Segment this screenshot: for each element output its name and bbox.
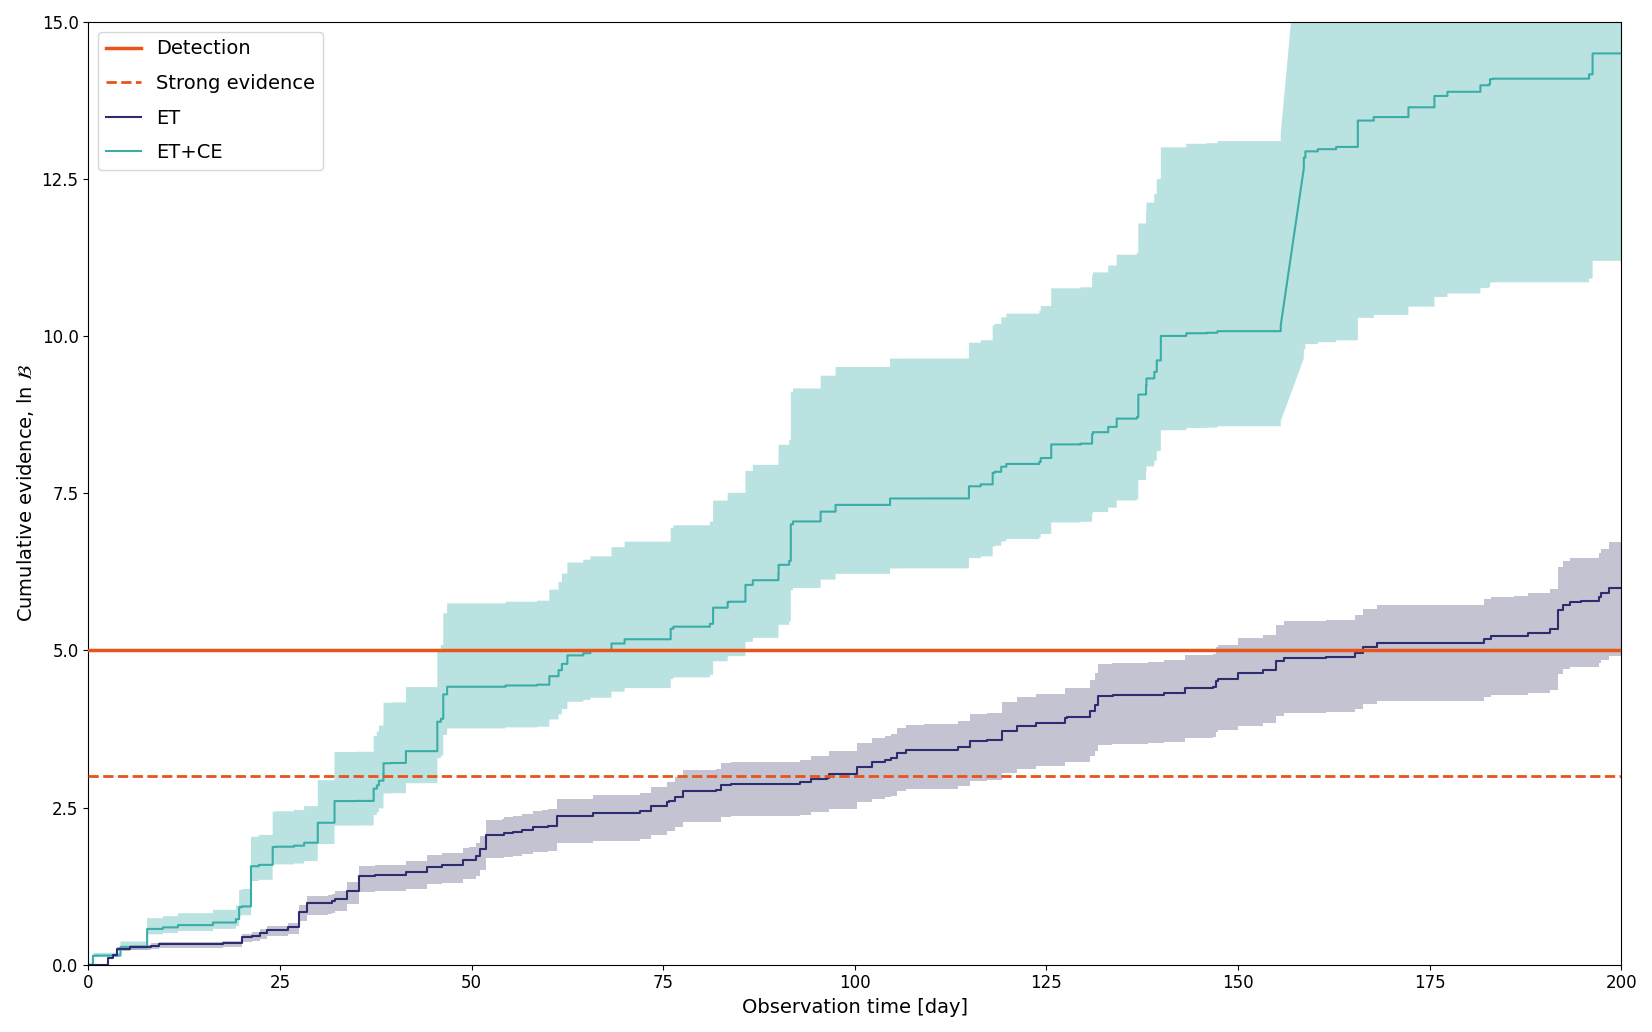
- Legend: Detection, Strong evidence, ET, ET+CE: Detection, Strong evidence, ET, ET+CE: [97, 32, 324, 170]
- X-axis label: Observation time [day]: Observation time [day]: [742, 998, 968, 1017]
- Y-axis label: Cumulative evidence, ln $\mathcal{B}$: Cumulative evidence, ln $\mathcal{B}$: [15, 364, 36, 622]
